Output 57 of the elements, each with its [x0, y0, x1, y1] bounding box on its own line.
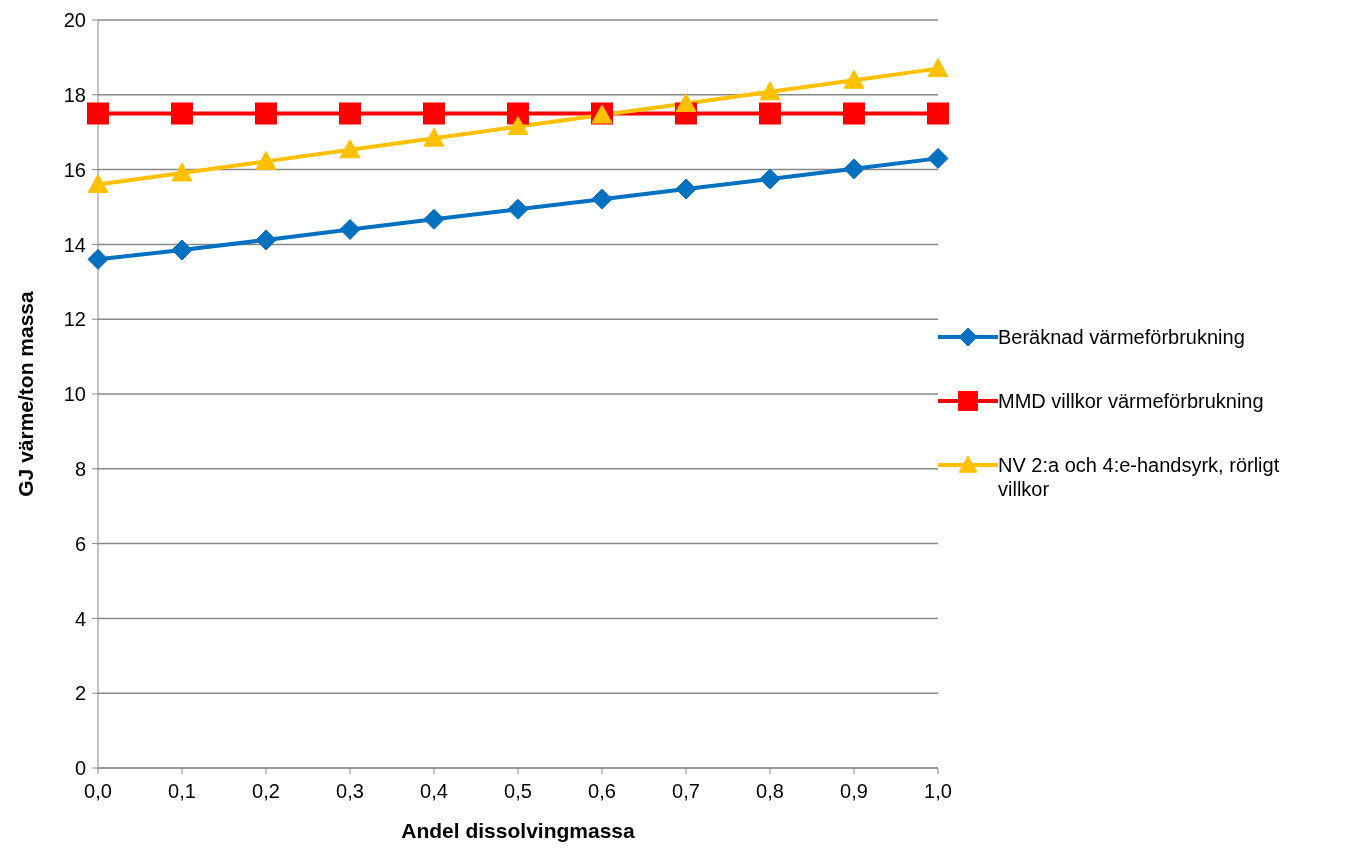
point [759, 102, 781, 125]
legend-label: Beräknad värmeförbrukning [998, 325, 1246, 349]
y-tick-label: 20 [63, 9, 86, 32]
y-tick-label: 0 [74, 757, 86, 780]
x-tick-label: 0,5 [504, 780, 532, 803]
point [87, 102, 109, 125]
x-tick-label: 0,3 [336, 780, 364, 803]
point [843, 69, 865, 89]
point [87, 174, 109, 194]
point [507, 198, 529, 220]
y-tick-label: 8 [74, 457, 86, 480]
y-tick-label: 16 [63, 158, 86, 181]
x-tick-label: 0,9 [840, 780, 868, 803]
x-tick-label: 1,0 [924, 780, 952, 803]
point [423, 102, 445, 125]
y-tick-label: 14 [63, 233, 86, 256]
x-tick-label: 0,6 [588, 780, 616, 803]
y-tick-label: 10 [63, 383, 86, 406]
point [255, 150, 277, 170]
point [255, 102, 277, 125]
point [927, 147, 949, 169]
point [255, 229, 277, 251]
y-tick-label: 4 [74, 607, 86, 630]
point [927, 102, 949, 125]
point [171, 239, 193, 261]
y-tick-label: 6 [74, 532, 86, 555]
point [759, 81, 781, 101]
y-tick-label: 18 [63, 83, 86, 106]
legend-label: NV 2:a och 4:e-handsyrk, rörligt villkor [998, 453, 1281, 501]
point [339, 139, 361, 159]
y-axis-title: GJ värme/ton massa [14, 290, 38, 497]
point [843, 158, 865, 180]
point [423, 127, 445, 147]
point [675, 92, 697, 112]
legend-label: MMD villkor värmeförbrukning [998, 389, 1265, 413]
point [87, 248, 109, 270]
y-tick-label: 2 [74, 682, 86, 705]
point [675, 178, 697, 200]
point [171, 162, 193, 182]
point [759, 168, 781, 190]
point [591, 188, 613, 210]
point [339, 218, 361, 240]
x-tick-label: 0,2 [252, 780, 280, 803]
point [171, 102, 193, 125]
point [927, 58, 949, 78]
x-tick-label: 0,1 [168, 780, 196, 803]
point [507, 102, 529, 125]
x-axis-title: Andel dissolvingmassa [401, 819, 636, 842]
x-tick-label: 0,4 [420, 780, 448, 803]
y-tick-label: 12 [63, 308, 86, 331]
point [507, 116, 529, 136]
x-tick-label: 0,0 [84, 780, 112, 803]
point [423, 208, 445, 230]
x-tick-label: 0,8 [756, 780, 784, 803]
x-tick-label: 0,7 [672, 780, 700, 803]
point [843, 102, 865, 125]
point [339, 102, 361, 125]
